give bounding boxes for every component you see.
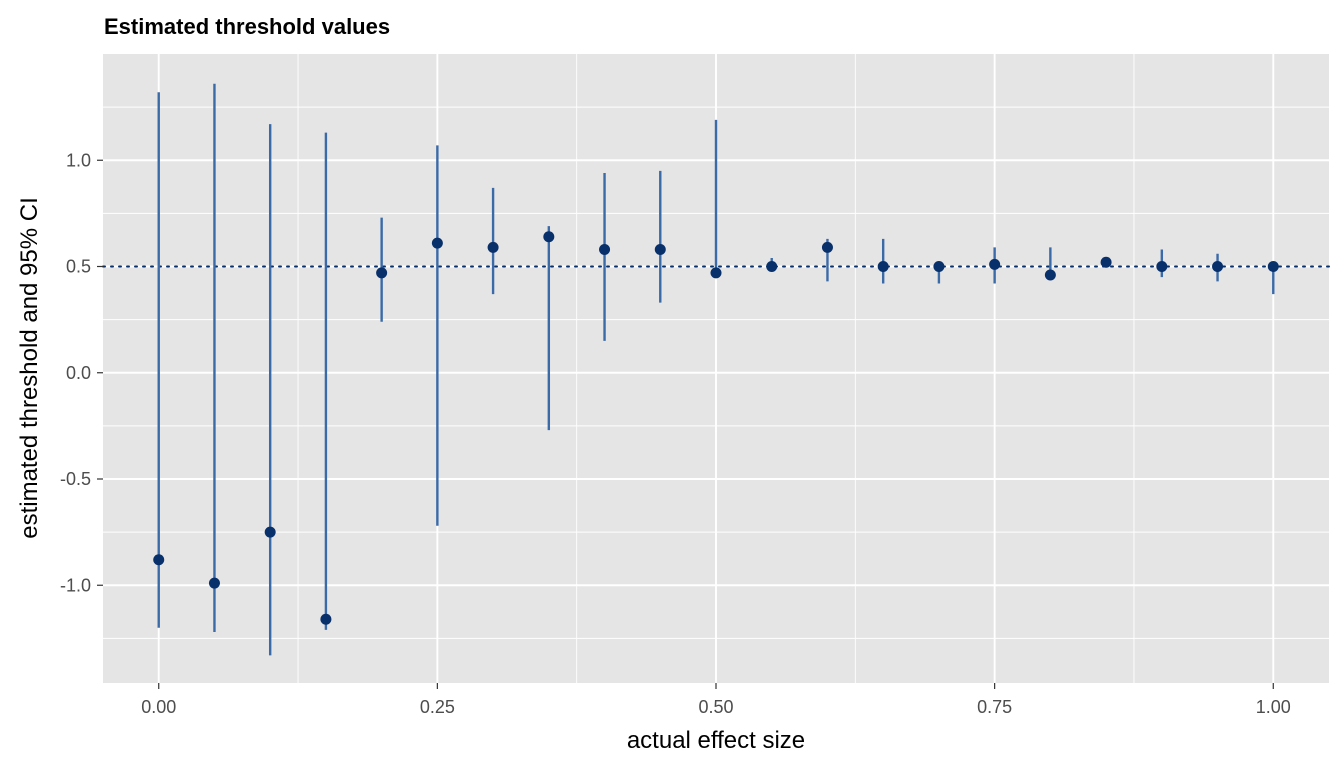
data-point [431, 237, 443, 249]
y-axis: -1.0 -0.5 0.0 0.5 1.0 [60, 150, 103, 595]
data-point [487, 241, 499, 253]
data-points [153, 231, 1279, 625]
x-tick-label: 0.25 [420, 697, 455, 717]
y-tick-label: 0.5 [66, 257, 91, 277]
data-point [654, 244, 666, 255]
data-point [877, 261, 889, 272]
data-point [376, 267, 388, 279]
x-tick-label: 1.00 [1256, 697, 1291, 717]
x-axis: 0.00 0.25 0.50 0.75 1.00 [141, 683, 1291, 717]
x-tick-label: 0.50 [698, 697, 733, 717]
x-tick-label: 0.75 [977, 697, 1012, 717]
data-point [1212, 261, 1224, 272]
x-axis-title: actual effect size [627, 727, 805, 754]
data-point [543, 231, 555, 243]
data-point [766, 261, 778, 272]
error-bars [157, 83, 1275, 656]
y-axis-title: estimated threshold and 95% CI [16, 197, 43, 539]
data-point [208, 577, 220, 589]
y-tick-label: -0.5 [60, 469, 91, 489]
data-point [710, 267, 722, 279]
data-point [1044, 269, 1056, 281]
data-point [599, 244, 611, 255]
data-point [320, 613, 332, 625]
y-tick-label: 1.0 [66, 150, 91, 170]
y-tick-label: -1.0 [60, 575, 91, 595]
x-tick-label: 0.00 [141, 697, 176, 717]
data-point [821, 241, 833, 253]
data-point [1156, 261, 1168, 272]
data-point [989, 258, 1001, 270]
data-point [153, 554, 165, 566]
data-point [264, 526, 276, 538]
y-tick-label: 0.0 [66, 363, 91, 383]
chart-title: Estimated threshold values [104, 14, 390, 39]
data-point [1100, 256, 1112, 268]
data-point [933, 261, 945, 272]
data-point [1267, 261, 1279, 272]
